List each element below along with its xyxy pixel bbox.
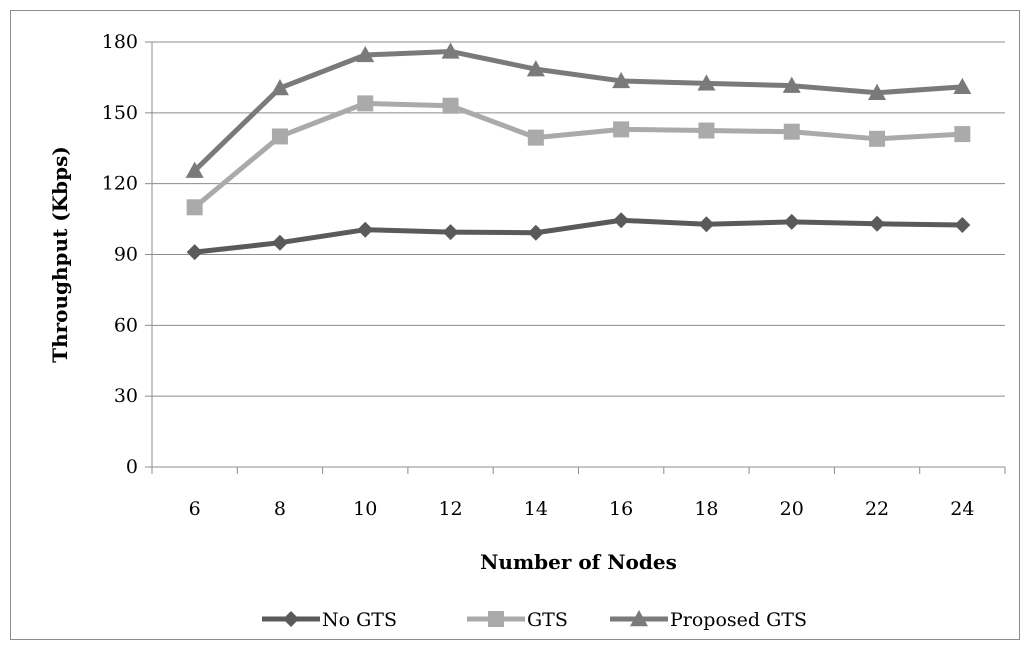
legend-marker	[630, 610, 648, 627]
data-point	[613, 121, 630, 138]
series-line	[194, 217, 963, 255]
y-axis-title: Throughput (Kbps)	[48, 146, 72, 363]
x-tick-label: 12	[438, 498, 462, 520]
data-point	[185, 161, 204, 178]
gridlines	[152, 41, 1005, 397]
series-gts	[186, 95, 971, 216]
legend-marker	[488, 611, 504, 627]
data-point	[271, 234, 288, 251]
data-point	[954, 126, 971, 143]
x-tick-label: 18	[694, 498, 718, 520]
data-point	[527, 224, 544, 241]
data-point	[868, 83, 887, 100]
data-point	[357, 95, 374, 112]
y-tick-label: 180	[102, 31, 138, 53]
series-line	[193, 100, 963, 210]
x-tick-label: 10	[353, 498, 377, 520]
legend-label: GTS	[527, 609, 568, 631]
data-point	[186, 199, 203, 216]
data-point	[527, 129, 544, 146]
y-tick-label: 150	[102, 102, 138, 124]
legend-item-proposed-gts: Proposed GTS	[610, 609, 807, 631]
y-tick-label: 30	[114, 385, 138, 407]
axes	[145, 41, 1006, 474]
data-point	[271, 128, 288, 145]
data-point	[613, 212, 630, 229]
x-tick-label: 20	[780, 498, 804, 520]
data-point	[698, 122, 715, 139]
x-tick-label: 22	[865, 498, 889, 520]
data-point	[954, 216, 971, 233]
y-tick-label: 0	[126, 456, 138, 478]
legend-label: No GTS	[322, 609, 397, 631]
data-point	[442, 97, 459, 114]
data-point	[526, 60, 545, 77]
data-point	[697, 74, 716, 91]
data-point	[783, 123, 800, 140]
x-tick-label: 6	[189, 498, 201, 520]
series-proposed-gts	[185, 42, 972, 178]
y-tick-label: 120	[102, 173, 138, 195]
legend-item-gts: GTS	[467, 609, 568, 631]
legend-item-no-gts: No GTS	[262, 609, 397, 631]
data-point	[953, 77, 972, 95]
x-tick-label: 16	[609, 498, 633, 520]
x-tick-label: 8	[274, 498, 286, 520]
legend-marker	[283, 611, 299, 627]
data-point	[441, 42, 460, 59]
y-tick-label: 60	[114, 314, 138, 336]
data-point	[186, 244, 203, 261]
data-point	[357, 221, 374, 238]
series-line	[192, 48, 963, 173]
x-tick-label: 24	[950, 498, 974, 520]
data-point	[783, 213, 800, 230]
data-point	[869, 215, 886, 232]
data-point	[612, 71, 631, 89]
data-point	[270, 79, 289, 96]
y-tick-label: 90	[114, 244, 138, 266]
x-axis-title: Number of Nodes	[480, 550, 677, 574]
series-no-gts	[186, 212, 971, 261]
data-point	[698, 216, 715, 233]
data-point	[442, 224, 459, 241]
data-point	[782, 76, 801, 93]
legend-label: Proposed GTS	[670, 609, 807, 631]
x-tick-label: 14	[524, 498, 548, 520]
legend: No GTS GTS Proposed GTS	[262, 609, 807, 631]
series-layer	[185, 42, 972, 261]
tick-labels: 0 30 60 90 120 150 180 6 8 10 12 14 16 18 20 22 24	[102, 31, 975, 520]
data-point	[869, 130, 886, 147]
data-point	[356, 45, 375, 63]
